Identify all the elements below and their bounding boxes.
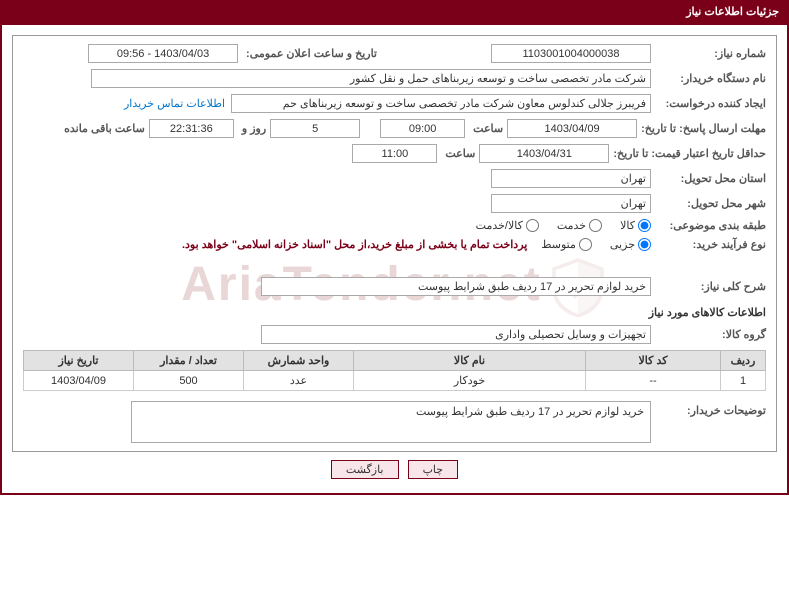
print-button[interactable]: چاپ bbox=[408, 460, 459, 479]
input-announce[interactable] bbox=[88, 44, 238, 63]
radio-purchase-label-0: جزیی bbox=[610, 238, 635, 251]
radio-subject-label-2: کالا/خدمت bbox=[476, 219, 523, 232]
label-deadline: مهلت ارسال پاسخ: تا تاریخ: bbox=[637, 122, 766, 135]
row-deadline: مهلت ارسال پاسخ: تا تاریخ: ساعت روز و سا… bbox=[23, 119, 766, 138]
label-need-no: شماره نیاز: bbox=[651, 47, 766, 60]
outer-panel: شماره نیاز: تاریخ و ساعت اعلان عمومی: نا… bbox=[0, 23, 789, 495]
radio-subject-0[interactable]: کالا bbox=[620, 219, 651, 232]
purchase-note: پرداخت تمام یا بخشی از مبلغ خرید،از محل … bbox=[182, 238, 527, 251]
lower-content: شرح کلی نیاز: اطلاعات کالاهای مورد نیاز … bbox=[23, 277, 766, 443]
row-goods-group: گروه کالا: bbox=[23, 325, 766, 344]
radio-subject-label-1: خدمت bbox=[557, 219, 586, 232]
radio-purchase-label-1: متوسط bbox=[541, 238, 576, 251]
label-time-1: ساعت bbox=[469, 122, 503, 135]
textarea-buyer-notes[interactable]: خرید لوازم تحریر در 17 ردیف طبق شرایط پی… bbox=[131, 401, 651, 443]
radio-subject-2[interactable]: کالا/خدمت bbox=[476, 219, 539, 232]
radio-subject-1[interactable]: خدمت bbox=[557, 219, 602, 232]
col-header-4: تعداد / مقدار bbox=[134, 351, 244, 371]
col-header-2: نام کالا bbox=[354, 351, 586, 371]
button-row: چاپ بازگشت bbox=[12, 460, 777, 483]
input-requester[interactable] bbox=[231, 94, 651, 113]
label-remain: ساعت باقی مانده bbox=[60, 122, 145, 135]
input-deadline-date[interactable] bbox=[507, 119, 637, 138]
label-time-2: ساعت bbox=[441, 147, 475, 160]
label-goods-info: اطلاعات کالاهای مورد نیاز bbox=[23, 306, 766, 319]
inner-panel: شماره نیاز: تاریخ و ساعت اعلان عمومی: نا… bbox=[12, 35, 777, 452]
input-days[interactable] bbox=[270, 119, 360, 138]
back-button[interactable]: بازگشت bbox=[331, 460, 399, 479]
col-header-1: کد کالا bbox=[586, 351, 721, 371]
input-validity-time[interactable] bbox=[352, 144, 437, 163]
input-deadline-time[interactable] bbox=[380, 119, 465, 138]
row-purchase-type: نوع فرآیند خرید: جزیی متوسط پرداخت تمام ی… bbox=[23, 238, 766, 251]
input-need-desc[interactable] bbox=[261, 277, 651, 296]
table-row: 1--خودکارعدد5001403/04/09 bbox=[24, 371, 766, 391]
row-subject-cat: طبقه بندی موضوعی: کالا خدمت کالا/خدمت bbox=[23, 219, 766, 232]
row-need-no: شماره نیاز: تاریخ و ساعت اعلان عمومی: bbox=[23, 44, 766, 63]
col-header-5: تاریخ نیاز bbox=[24, 351, 134, 371]
lower-section: AriaTender.net شرح کلی نیاز: اطلاعات کال… bbox=[23, 257, 766, 443]
label-announce: تاریخ و ساعت اعلان عمومی: bbox=[242, 47, 377, 60]
goods-table: ردیفکد کالانام کالاواحد شمارشتعداد / مقد… bbox=[23, 350, 766, 391]
radio-subject-input-0[interactable] bbox=[638, 219, 651, 232]
label-purchase-type: نوع فرآیند خرید: bbox=[651, 238, 766, 251]
row-buyer-org: نام دستگاه خریدار: bbox=[23, 69, 766, 88]
row-province: استان محل تحویل: bbox=[23, 169, 766, 188]
radio-subject-input-1[interactable] bbox=[589, 219, 602, 232]
table-cell: خودکار bbox=[354, 371, 586, 391]
radio-purchase-0[interactable]: جزیی bbox=[610, 238, 651, 251]
label-buyer-org: نام دستگاه خریدار: bbox=[651, 72, 766, 85]
table-cell: 1 bbox=[721, 371, 766, 391]
row-city: شهر محل تحویل: bbox=[23, 194, 766, 213]
table-cell: -- bbox=[586, 371, 721, 391]
label-city: شهر محل تحویل: bbox=[651, 197, 766, 210]
table-cell: 500 bbox=[134, 371, 244, 391]
table-cell: عدد bbox=[244, 371, 354, 391]
input-province[interactable] bbox=[491, 169, 651, 188]
input-city[interactable] bbox=[491, 194, 651, 213]
row-need-desc: شرح کلی نیاز: bbox=[23, 277, 766, 296]
col-header-0: ردیف bbox=[721, 351, 766, 371]
col-header-3: واحد شمارش bbox=[244, 351, 354, 371]
radio-purchase-input-1[interactable] bbox=[579, 238, 592, 251]
label-need-desc: شرح کلی نیاز: bbox=[651, 280, 766, 293]
table-cell: 1403/04/09 bbox=[24, 371, 134, 391]
input-buyer-org[interactable] bbox=[91, 69, 651, 88]
row-requester: ایجاد کننده درخواست: اطلاعات تماس خریدار bbox=[23, 94, 766, 113]
label-buyer-notes: توضیحات خریدار: bbox=[651, 401, 766, 417]
radio-purchase-input-0[interactable] bbox=[638, 238, 651, 251]
radio-group-purchase: جزیی متوسط bbox=[541, 238, 651, 251]
row-validity: حداقل تاریخ اعتبار قیمت: تا تاریخ: ساعت bbox=[23, 144, 766, 163]
radio-group-subject: کالا خدمت کالا/خدمت bbox=[476, 219, 651, 232]
label-goods-group: گروه کالا: bbox=[651, 328, 766, 341]
radio-purchase-1[interactable]: متوسط bbox=[541, 238, 592, 251]
link-buyer-contact[interactable]: اطلاعات تماس خریدار bbox=[124, 97, 225, 110]
radio-subject-label-0: کالا bbox=[620, 219, 635, 232]
panel-title: جزئیات اطلاعات نیاز bbox=[0, 0, 789, 23]
label-subject-cat: طبقه بندی موضوعی: bbox=[651, 219, 766, 232]
row-buyer-notes: توضیحات خریدار: خرید لوازم تحریر در 17 ر… bbox=[23, 401, 766, 443]
input-countdown[interactable] bbox=[149, 119, 234, 138]
input-validity-date[interactable] bbox=[479, 144, 609, 163]
radio-subject-input-2[interactable] bbox=[526, 219, 539, 232]
label-validity: حداقل تاریخ اعتبار قیمت: تا تاریخ: bbox=[609, 147, 766, 160]
label-requester: ایجاد کننده درخواست: bbox=[651, 97, 766, 110]
input-goods-group[interactable] bbox=[261, 325, 651, 344]
label-province: استان محل تحویل: bbox=[651, 172, 766, 185]
label-day-and: روز و bbox=[238, 122, 266, 135]
input-need-no[interactable] bbox=[491, 44, 651, 63]
